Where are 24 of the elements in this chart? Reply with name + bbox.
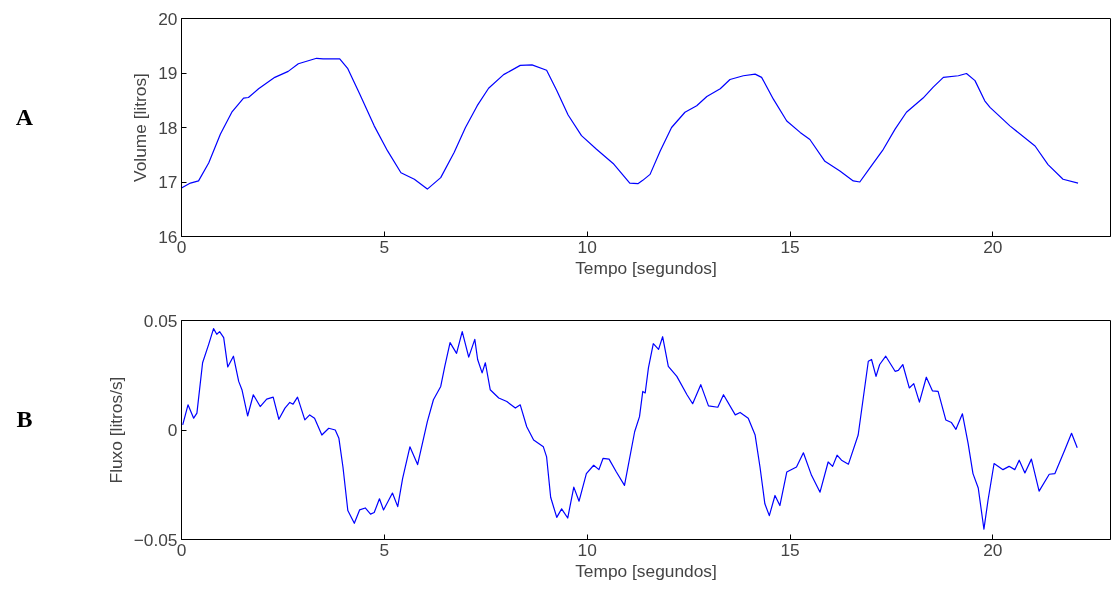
text: A — [15, 103, 34, 130]
x-tick-label: 10 — [577, 539, 597, 560]
text: B — [16, 406, 33, 433]
x-axis-title: Tempo [segundos] — [575, 560, 717, 581]
y-tick-label: 0 — [167, 420, 178, 440]
y-tick-label: 18 — [158, 117, 178, 138]
y-axis-title: Fluxo [litros/s] — [105, 376, 126, 484]
line-series — [182, 328, 1078, 530]
x-tick-label: 5 — [379, 236, 390, 257]
x-tick-label: 5 — [379, 539, 390, 560]
x-tick-label: 15 — [780, 236, 800, 257]
line-series — [181, 57, 1079, 190]
x-tick-label: 10 — [577, 236, 597, 257]
y-tick-label: 17 — [158, 172, 178, 192]
x-axis-title: Tempo [segundos] — [575, 257, 717, 278]
y-axis-title: Volume [litros] — [130, 73, 151, 182]
y-tick-label: 20 — [158, 8, 178, 29]
x-tick-label: 20 — [983, 236, 1003, 257]
x-tick-label: 15 — [780, 539, 800, 560]
y-tick-label: 19 — [158, 63, 178, 83]
y-tick-label: −0.05 — [133, 529, 178, 550]
y-tick-label: 16 — [158, 226, 178, 247]
x-tick-label: 20 — [983, 539, 1003, 560]
y-tick-label: 0.05 — [143, 310, 178, 331]
